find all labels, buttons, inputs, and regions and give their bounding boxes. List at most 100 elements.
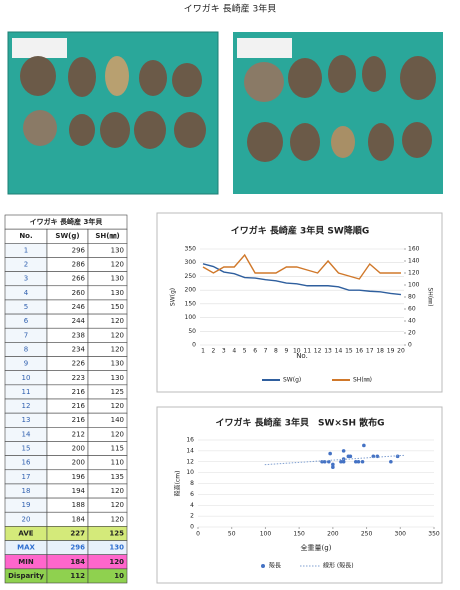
y-tick-label: 2: [190, 513, 194, 520]
table-value: 120: [111, 487, 124, 495]
table-value: 120: [111, 501, 124, 509]
table-value: 19: [22, 501, 31, 509]
table-value: 6: [24, 317, 29, 325]
y-tick-label: 50: [188, 328, 196, 335]
table-value: 12: [22, 402, 31, 410]
x-tick-label: 2: [212, 348, 216, 355]
y-tick-label: 12: [186, 458, 194, 465]
page-title: イワガキ 長崎産 3年貝: [184, 3, 276, 15]
y-tick-label: 10: [186, 469, 194, 476]
y2-tick-label: 20: [408, 330, 416, 337]
y-tick-label: 300: [185, 259, 197, 266]
y2-tick-label: 160: [408, 246, 420, 253]
table-value: 216: [72, 402, 86, 410]
x-tick-label: 50: [228, 531, 236, 538]
table-value: 120: [111, 515, 124, 523]
y-tick-label: 8: [190, 480, 194, 487]
data-point: [328, 451, 332, 456]
y-tick-label: 14: [186, 447, 194, 454]
data-point: [353, 459, 358, 464]
x-tick-label: 20: [397, 348, 405, 355]
table-value: 130: [111, 374, 124, 382]
y-axis-title: SW(g): [170, 288, 177, 306]
x-tick-label: 5: [243, 348, 247, 355]
y-tick-label: 200: [185, 287, 197, 294]
table-value: 286: [72, 261, 86, 269]
table-value: 120: [111, 331, 124, 339]
table-value: 10: [22, 374, 31, 382]
photo-right: [233, 32, 443, 194]
x-axis-title: No.: [296, 352, 308, 360]
x-tick-label: 16: [355, 348, 363, 355]
x-axis-title: 全重量(g): [301, 543, 332, 552]
table-value: 130: [111, 360, 124, 368]
photo-left: [7, 31, 219, 195]
table-summary: MAX: [17, 544, 35, 552]
table-value: 8: [24, 345, 28, 353]
table-value: 16: [22, 459, 31, 467]
x-tick-label: 150: [293, 531, 305, 538]
table-value: 120: [111, 317, 124, 325]
table-value: 5: [24, 303, 28, 311]
table-value: 130: [111, 246, 124, 254]
x-tick-label: 9: [284, 348, 288, 355]
table-summary: 10: [114, 572, 124, 580]
table-value: 110: [111, 459, 124, 467]
table-value: 14: [22, 430, 31, 438]
data-point: [362, 443, 366, 448]
y-tick-label: 0: [192, 342, 196, 349]
data-line: [202, 263, 402, 296]
table-summary: 227: [70, 529, 85, 537]
x-tick-label: 350: [428, 531, 440, 538]
table-value: 135: [111, 473, 124, 481]
table-value: 15: [22, 445, 31, 453]
data-point: [389, 459, 393, 464]
table-summary: AVE: [18, 529, 33, 537]
legend-label: SH(㎜): [353, 377, 372, 384]
table-value: 266: [72, 275, 86, 283]
x-tick-label: 1: [201, 348, 205, 355]
table-value: 7: [24, 331, 28, 339]
y-tick-label: 150: [185, 300, 197, 307]
table-value: 125: [111, 388, 124, 396]
y2-tick-label: 100: [408, 282, 420, 289]
x-tick-label: 17: [366, 348, 374, 355]
table-value: 200: [72, 459, 85, 467]
table-value: 223: [72, 374, 85, 382]
x-tick-label: 7: [264, 348, 268, 355]
table-summary: MIN: [18, 558, 34, 566]
x-tick-label: 19: [387, 348, 395, 355]
x-tick-label: 14: [335, 348, 343, 355]
y-tick-label: 100: [185, 314, 197, 321]
data-point: [371, 454, 376, 459]
x-tick-label: 18: [376, 348, 384, 355]
x-tick-label: 3: [222, 348, 226, 355]
table-cell: [87, 568, 128, 584]
table-header: No.: [19, 232, 32, 240]
data-point: [360, 459, 365, 464]
table-value: 130: [111, 275, 124, 283]
line-chart-frame: [156, 212, 443, 393]
table-value: 234: [72, 345, 86, 353]
table-value: 18: [22, 487, 31, 495]
table-header: SH(㎜): [95, 232, 119, 240]
table-value: 244: [72, 317, 86, 325]
chart-title: イワガキ 長崎産 3年貝 SW降順G: [231, 225, 369, 237]
table-value: 184: [72, 515, 86, 523]
table-value: 130: [111, 289, 124, 297]
legend-label: 線形 (殻長): [323, 562, 354, 570]
table-value: 115: [111, 445, 124, 453]
data-line: [202, 253, 401, 280]
table-value: 11: [22, 388, 31, 396]
table-value: 17: [22, 473, 31, 481]
y2-axis-title: SH(㎜): [427, 287, 434, 306]
y-tick-label: 4: [190, 502, 194, 509]
x-tick-label: 6: [253, 348, 257, 355]
table-summary: 184: [70, 558, 85, 566]
y-tick-label: 350: [185, 246, 197, 253]
table-value: 20: [22, 515, 31, 523]
data-point: [331, 465, 335, 469]
data-point: [339, 459, 343, 464]
x-tick-label: 100: [260, 531, 272, 538]
table-value: 120: [111, 261, 124, 269]
